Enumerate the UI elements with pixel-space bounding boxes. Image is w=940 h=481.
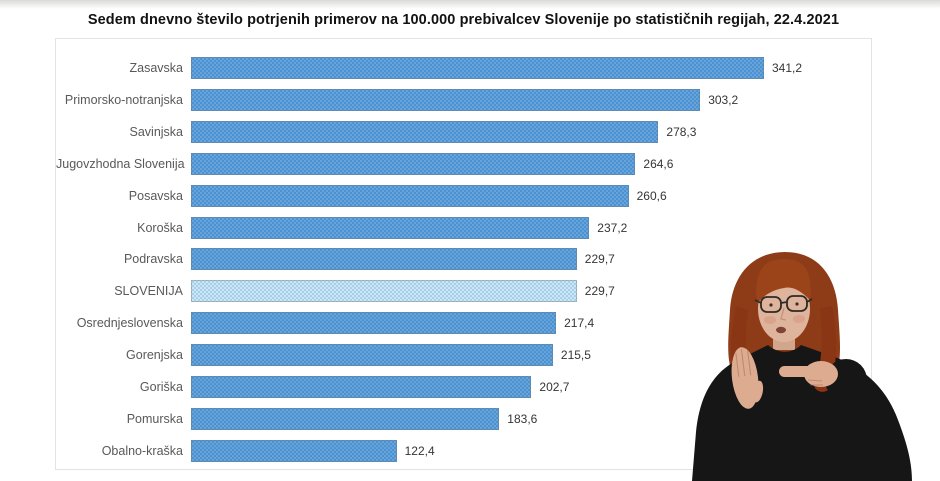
chart-row: Zasavska 341,2 <box>56 52 871 84</box>
bar-value: 183,6 <box>507 412 538 427</box>
bar <box>191 56 764 79</box>
bar <box>191 120 659 143</box>
bar-label: Zasavska <box>129 60 184 75</box>
bar-value: 215,5 <box>560 348 591 363</box>
chart-row: Savinjska 278,3 <box>56 116 871 148</box>
chart-row: Posavska 260,6 <box>56 180 871 212</box>
video-top-edge <box>0 0 940 9</box>
bar <box>191 88 701 111</box>
interpreter-bangs <box>756 259 811 304</box>
chart-row: Goriška 202,7 <box>56 371 871 403</box>
bar-label: Osrednjeslovenska <box>76 316 183 331</box>
bar-value: 229,7 <box>584 252 615 267</box>
interpreter-cheek <box>793 315 805 323</box>
interpreter-nose <box>780 307 787 321</box>
bar <box>191 376 532 399</box>
chart-row: Pomurska 183,6 <box>56 403 871 435</box>
bar-label: Primorsko-notranjska <box>64 92 183 107</box>
bar-label: Koroška <box>137 220 183 235</box>
bar-value: 341,2 <box>772 60 803 75</box>
bar <box>191 152 636 175</box>
interpreter-cheek <box>764 316 776 324</box>
bar-label: Obalno-kraška <box>101 444 183 459</box>
bar <box>191 184 629 207</box>
bar-value: 303,2 <box>708 92 739 107</box>
bar-value: 264,6 <box>643 156 674 171</box>
bar <box>191 216 590 239</box>
bar-label: Gorenjska <box>126 348 183 363</box>
chart-row: Primorsko-notranjska 303,2 <box>56 84 871 116</box>
chart-title: Sedem dnevno število potrjenih primerov … <box>87 12 840 28</box>
interpreter-body <box>692 345 912 481</box>
interpreter-glasses <box>754 295 813 313</box>
bar-label: Pomurska <box>126 412 183 427</box>
chart-row: Osrednjeslovenska 217,4 <box>56 307 871 339</box>
interpreter-eye <box>769 303 773 307</box>
chart-row: Koroška 237,2 <box>56 212 871 244</box>
bar-label: Podravska <box>123 252 183 267</box>
bar-value: 217,4 <box>564 316 595 331</box>
bar <box>191 440 397 463</box>
chart-row: Gorenjska 215,5 <box>56 339 871 371</box>
bar-value: 122,4 <box>404 444 435 459</box>
interpreter-pointing-hand <box>779 361 838 387</box>
sign-language-interpreter <box>692 252 912 481</box>
chart-row: Obalno-kraška 122,4 <box>56 435 871 467</box>
chart-row: Jugovzhodna Slovenija 264,6 <box>56 148 871 180</box>
bar-value: 237,2 <box>597 220 628 235</box>
bar <box>191 344 553 367</box>
bar-label: Jugovzhodna Slovenija <box>56 156 185 171</box>
bar-chart: Zasavska 341,2 Primorsko-notranjska 303,2 Sa… <box>56 39 871 469</box>
interpreter-eye <box>795 302 799 306</box>
bar <box>191 248 577 271</box>
chart-row: Podravska 229,7 <box>56 244 871 276</box>
bar-value: 202,7 <box>539 380 570 395</box>
bar <box>191 312 557 335</box>
chart-row: SLOVENIJA 229,7 <box>56 275 871 307</box>
bar-label: Savinjska <box>129 124 184 139</box>
bar-label: SLOVENIJA <box>114 284 183 299</box>
chart-panel: Zasavska 341,2 Primorsko-notranjska 303,2 Sa… <box>55 38 872 470</box>
interpreter-mouth <box>776 326 786 334</box>
bar-value: 260,6 <box>636 188 667 203</box>
bar-label: Goriška <box>139 380 183 395</box>
bar-value: 229,7 <box>584 284 615 299</box>
interpreter-open-palm <box>731 347 764 409</box>
bar-highlight <box>191 280 577 303</box>
bar-label: Posavska <box>128 188 183 203</box>
bar-value: 278,3 <box>666 124 697 139</box>
bar <box>191 408 500 431</box>
